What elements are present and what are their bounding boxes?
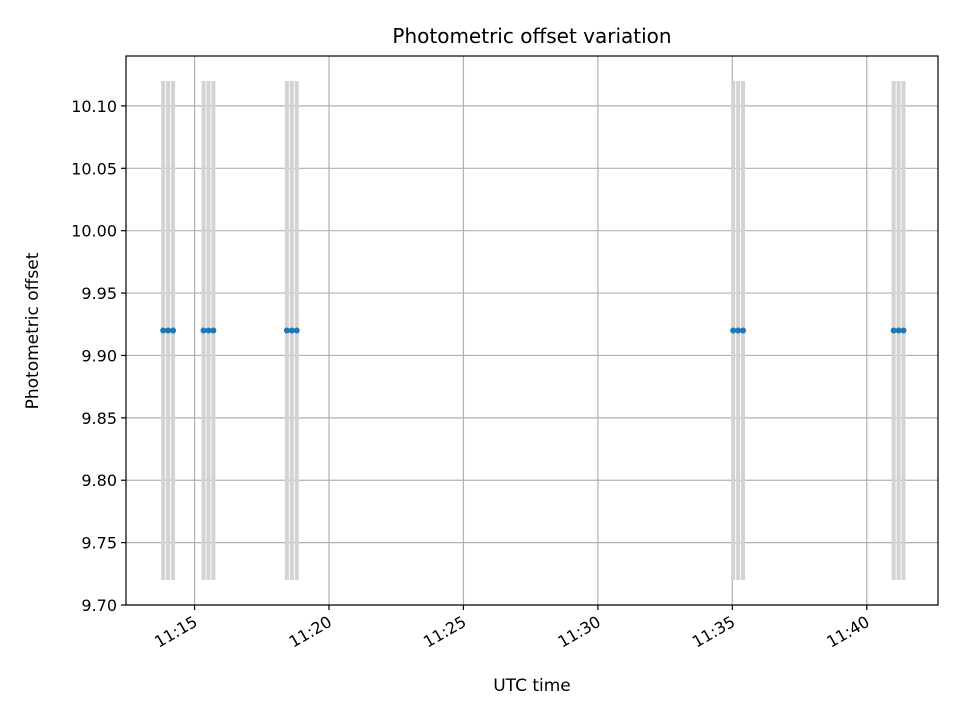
- data-point: [740, 327, 747, 334]
- data-point: [160, 327, 167, 334]
- data-point: [283, 327, 290, 334]
- chart-title: Photometric offset variation: [392, 24, 671, 48]
- data-point: [730, 327, 737, 334]
- data-point: [205, 327, 212, 334]
- data-point: [165, 327, 172, 334]
- y-tick-label: 9.95: [81, 284, 117, 303]
- data-point: [895, 327, 902, 334]
- y-tick-label: 9.75: [81, 534, 117, 553]
- data-point: [735, 327, 742, 334]
- y-tick-label: 9.80: [81, 471, 117, 490]
- y-tick-label: 10.10: [71, 97, 117, 116]
- y-tick-label: 9.90: [81, 346, 117, 365]
- x-axis-label: UTC time: [493, 676, 571, 696]
- y-axis-label: Photometric offset: [23, 252, 43, 409]
- data-point: [210, 327, 217, 334]
- data-point: [900, 327, 907, 334]
- y-tick-label: 10.05: [71, 159, 117, 178]
- data-point: [890, 327, 897, 334]
- data-point: [288, 327, 295, 334]
- data-point: [200, 327, 207, 334]
- y-tick-label: 10.00: [71, 222, 117, 241]
- plot-area-frame: [125, 55, 939, 606]
- data-point: [170, 327, 177, 334]
- data-points: [160, 327, 907, 334]
- y-tick-label: 9.70: [81, 596, 117, 615]
- data-point: [293, 327, 300, 334]
- y-axis: 9.70 9.75 9.80 9.85 9.90 9.95 10.00 10.05 10.10: [71, 97, 126, 615]
- y-tick-label: 9.85: [81, 409, 117, 428]
